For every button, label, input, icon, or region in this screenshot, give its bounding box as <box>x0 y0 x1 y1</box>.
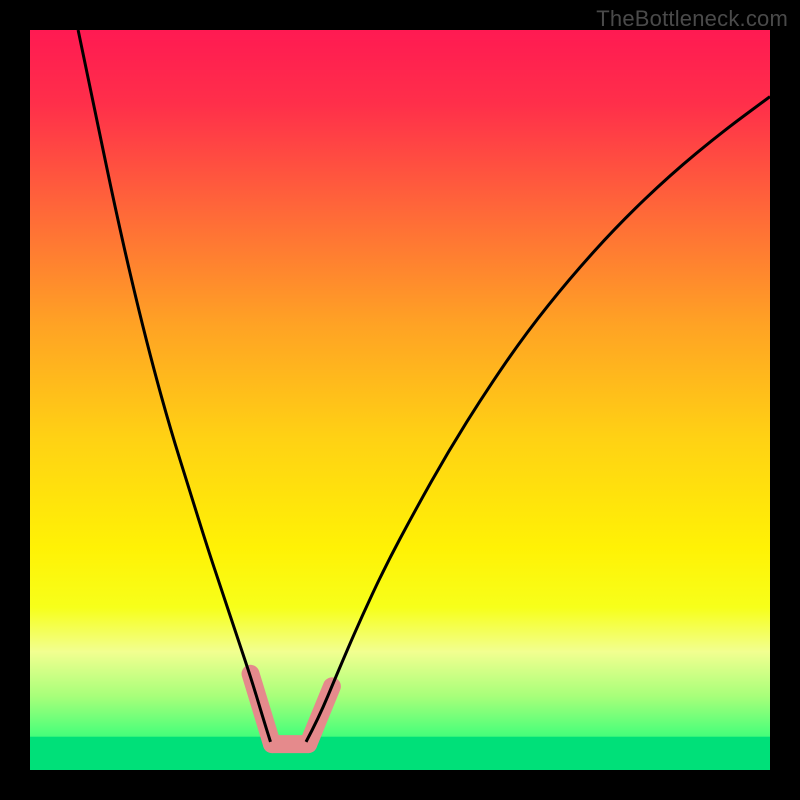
green-band <box>30 737 770 770</box>
plot-area <box>30 30 770 770</box>
watermark-text: TheBottleneck.com <box>596 6 788 32</box>
chart-frame: TheBottleneck.com <box>0 0 800 800</box>
gradient-background <box>30 30 770 770</box>
chart-svg <box>30 30 770 770</box>
